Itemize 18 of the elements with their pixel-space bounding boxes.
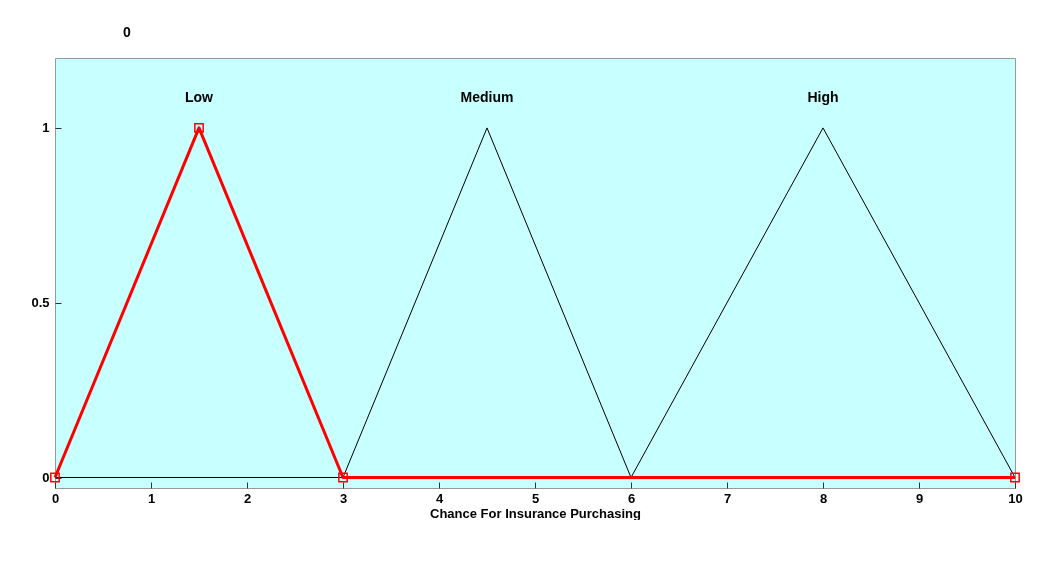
x-tick-label: 3: [339, 490, 348, 506]
x-tick-label: 10: [1008, 490, 1023, 506]
series-label: Low: [185, 88, 214, 105]
x-tick-label: 9: [915, 490, 924, 506]
chart-title: 0: [122, 24, 131, 40]
x-tick-label: 4: [435, 490, 444, 506]
y-tick-label: 1: [42, 120, 50, 136]
x-tick-label: 6: [627, 490, 636, 506]
x-tick-label: 8: [819, 490, 828, 506]
x-tick-label: 5: [531, 490, 540, 506]
x-tick-label: 7: [723, 490, 732, 506]
x-axis-title: Chance For Insurance Purchasing: [430, 505, 642, 521]
y-tick-label: 0: [42, 470, 50, 486]
text: Medium: [460, 88, 514, 105]
series-label: High: [807, 88, 839, 105]
x-tick-label: 2: [243, 490, 252, 506]
x-tick-label: 1: [147, 490, 156, 506]
y-tick-label: 0.5: [31, 295, 50, 311]
